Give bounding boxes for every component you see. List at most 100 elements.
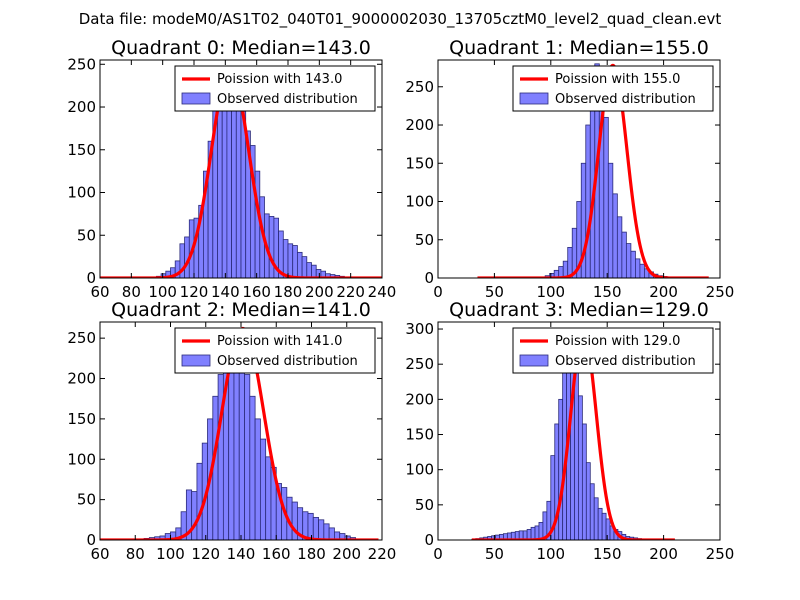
quadrant-3-title: Quadrant 3: Median=129.0 [449, 299, 709, 321]
quadrant-2-legend-bar-swatch [181, 354, 211, 367]
quadrant-1-legend-poisson-label: Poission with 155.0 [555, 72, 680, 87]
quadrant-1-legend: Poission with 155.0 Observed distribution [512, 65, 714, 112]
quadrant-1-ytick-label: 0 [424, 269, 434, 287]
quadrant-2-xtick-label: 100 [156, 545, 185, 563]
quadrant-2-xtick-label: 220 [368, 545, 397, 563]
quadrant-1-xtick-label: 200 [649, 283, 678, 301]
quadrant-1-ytick-label: 150 [405, 154, 434, 172]
quadrant-1-bar [607, 162, 614, 278]
quadrant-3-xtick-label: 150 [593, 545, 622, 563]
quadrant-2-xtick-label: 160 [262, 545, 291, 563]
quadrant-3-bar [585, 462, 591, 540]
quadrant-3-xtick-label: 250 [706, 545, 735, 563]
quadrant-0-xtick-label: 160 [242, 283, 271, 301]
quadrant-3-xtick-label: 100 [536, 545, 565, 563]
quadrant-2-bar [238, 345, 245, 540]
quadrant-3-ytick-label: 300 [405, 320, 434, 338]
quadrant-1-bar [603, 116, 609, 278]
quadrant-0-bar [311, 264, 317, 278]
quadrant-1-bar [625, 243, 632, 278]
quadrant-0-legend-observed-label: Observed distribution [217, 92, 358, 107]
quadrant-0-xtick-label: 220 [336, 283, 365, 301]
quadrant-0-xtick-label: 60 [90, 283, 109, 301]
quadrant-2-legend-observed-label: Observed distribution [217, 354, 358, 369]
quadrant-0-ytick-label: 100 [67, 184, 96, 202]
quadrant-0-legend-bar-swatch [181, 92, 211, 105]
quadrant-0-ytick-label: 50 [77, 226, 96, 244]
quadrant-1-legend-observed-label: Observed distribution [555, 92, 696, 107]
quadrant-3-legend: Poission with 129.0 Observed distribution [512, 327, 714, 374]
quadrant-2-legend: Poission with 141.0 Observed distribution [174, 327, 376, 374]
quadrant-2-ytick-label: 200 [67, 370, 96, 388]
quadrant-2-bar [328, 527, 335, 540]
quadrant-3-legend-poisson-label: Poission with 129.0 [555, 334, 680, 349]
quadrant-1-ytick-label: 250 [405, 78, 434, 96]
quadrant-3-xtick-label: 200 [649, 545, 678, 563]
quadrant-0-panel: Quadrant 0: Median=143.060 80 100 120 140 160… [67, 37, 396, 301]
quadrant-3-xtick-label: 0 [433, 545, 443, 563]
quadrant-0-bar [231, 98, 237, 278]
quadrant-2-bar [191, 491, 198, 540]
quadrant-2-title: Quadrant 2: Median=141.0 [111, 299, 371, 321]
quadrant-0-bar [306, 262, 312, 278]
quadrant-0-xtick-label: 180 [274, 283, 303, 301]
quadrant-1-bar [585, 124, 591, 278]
quadrant-2-bar [254, 418, 261, 540]
quadrant-0-xtick-label: 100 [148, 283, 177, 301]
quadrant-0-legend: Poission with 143.0 Observed distribution [174, 65, 376, 112]
quadrant-1-bar [630, 250, 636, 278]
quadrant-0-xtick-label: 120 [180, 283, 209, 301]
quadrant-1-bar [612, 193, 618, 278]
quadrant-2-ytick-label: 0 [86, 531, 96, 549]
quadrant-0-xtick-label: 140 [211, 283, 240, 301]
quadrant-3-legend-bar-swatch [519, 354, 549, 367]
quadrant-3-bar [530, 526, 536, 540]
quadrant-1-bars [544, 63, 668, 278]
quadrant-2-panel: Quadrant 2: Median=141.0 60 80 100 120 140 160… [67, 299, 396, 563]
quadrant-3-ytick-label: 200 [405, 390, 434, 408]
quadrant-2-xtick-label: 180 [297, 545, 326, 563]
quadrant-3-ytick-label: 100 [405, 461, 434, 479]
quadrant-2-xtick-label: 60 [90, 545, 109, 563]
quadrant-1-xtick-label: 150 [593, 283, 622, 301]
quadrant-1-bar [621, 231, 627, 278]
quadrant-3-xtick-label: 50 [485, 545, 504, 563]
quadrant-3-bar [605, 518, 611, 540]
quadrant-0-xtick-label: 200 [305, 283, 334, 301]
quadrant-3-bar [558, 398, 564, 540]
quadrant-3-axes-frame [437, 321, 721, 541]
quadrant-0-xtick-label: 240 [368, 283, 397, 301]
quadrant-0-ytick-label: 0 [86, 269, 96, 287]
quadrant-0-legend-poisson-label: Poission with 143.0 [217, 72, 342, 87]
figure-suptitle: Data file: modeM0/AS1T02_040T01_90000020… [79, 10, 722, 29]
quadrant-0-bar [301, 256, 308, 278]
quadrant-0-bar [282, 239, 289, 278]
quadrant-2-bar [228, 347, 235, 540]
quadrant-2-bar [259, 438, 267, 540]
quadrant-1-xtick-label: 0 [433, 283, 443, 301]
quadrant-3-ytick-label: 250 [405, 355, 434, 373]
quadrant-2-xtick-label: 80 [126, 545, 145, 563]
quadrant-2-legend-poisson-label: Poission with 141.0 [217, 334, 342, 349]
quadrant-3-ytick-label: 0 [424, 531, 434, 549]
quadrant-0-bars [155, 68, 345, 278]
quadrant-3-bar [581, 423, 587, 540]
quadrant-1-bar [616, 216, 623, 278]
quadrant-3-ytick-label: 50 [415, 496, 434, 514]
quadrant-2-bar [196, 462, 203, 540]
quadrant-3-bar [534, 525, 540, 540]
quadrant-2-ytick-label: 100 [67, 450, 96, 468]
quadrant-2-xtick-label: 120 [191, 545, 220, 563]
quadrant-1-panel: Quadrant 1: Median=155.0 0 50 100 150 200 250 0… [405, 37, 734, 301]
quadrant-2-ytick-label: 250 [67, 329, 96, 347]
quadrant-3-bar [578, 395, 583, 540]
quadrant-0-bar [235, 106, 242, 278]
quadrant-0-bar [268, 216, 275, 278]
quadrant-0-bar [292, 245, 298, 278]
quadrant-2-bar [249, 395, 256, 540]
quadrant-2-bar [323, 523, 330, 540]
quadrant-2-bar [307, 512, 314, 540]
quadrant-0-ytick-label: 150 [67, 141, 96, 159]
quadrant-1-xtick-label: 250 [706, 283, 735, 301]
